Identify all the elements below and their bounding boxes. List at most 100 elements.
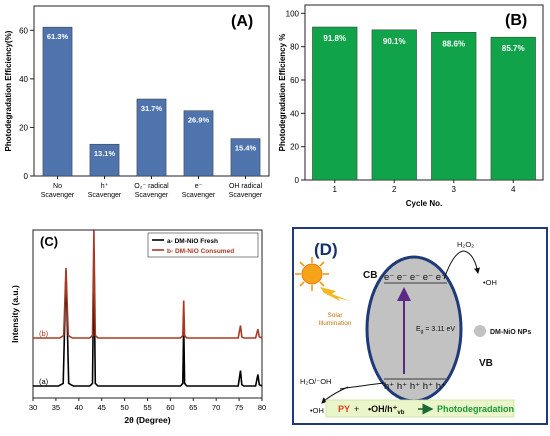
band-gap-label: Eg = 3.11 eV	[416, 326, 455, 335]
data-label: 26.9%	[188, 116, 210, 125]
y-axis-label: Photodegradation Efficiency %	[278, 34, 287, 152]
legend-label: a- DM-NiO Fresh	[167, 238, 218, 245]
y-tick-label: 60	[19, 26, 28, 35]
x-tick-label: 4	[511, 185, 516, 194]
legend-label: b- DM-NiO Consumed	[167, 248, 234, 255]
y-tick-label: 100	[286, 9, 300, 18]
series-line	[33, 257, 263, 387]
x-tick-label: 80	[258, 403, 266, 412]
x-tick-label: 35	[52, 403, 60, 412]
x-tick-label: OH radical	[229, 183, 263, 190]
data-label: 15.4%	[235, 144, 257, 153]
data-label: 31.7%	[141, 104, 163, 113]
legend-box	[147, 232, 259, 258]
panel-b: 0 20 40 60 80 100 91.8% 1 90.1% 2 88.6% 3 85.7% 4 Phot…	[275, 0, 550, 220]
x-tick-label: Scavenger	[229, 192, 263, 199]
series-tag: (b)	[39, 329, 49, 338]
x-tick-label: 60	[166, 403, 174, 412]
y-tick-label: 40	[19, 75, 28, 84]
cb-label: CB	[363, 270, 377, 281]
panel-c: 30 35 40 45 50 55 60 65 70 75 80 2θ (Degree) Intensi…	[0, 224, 275, 431]
oh-right-label: •OH	[483, 278, 497, 287]
eq-radicals: •OH/h⁺vb	[368, 404, 405, 416]
eq-radicals-text: •OH/h⁺	[368, 404, 398, 414]
x-tick-label: h⁺	[101, 183, 109, 190]
solar-label-1: Solar	[327, 312, 343, 319]
water-arrow	[339, 382, 385, 390]
data-label: 61.3%	[47, 32, 69, 41]
x-tick-label: Scavenger	[182, 192, 216, 199]
legend-swatch	[474, 325, 486, 337]
bar	[136, 98, 167, 177]
x-tick-label: Scavenger	[41, 192, 75, 199]
panel-d: (D) Solar Illumination CB VB e⁻ e⁻ e⁻ e⁻…	[292, 227, 548, 425]
x-tick-label: 55	[143, 403, 151, 412]
y-tick-label: 80	[290, 43, 299, 52]
data-label: 85.7%	[502, 44, 525, 53]
sun-icon	[295, 257, 329, 291]
eq-vb: vb	[397, 410, 404, 416]
data-label: 91.8%	[323, 34, 346, 43]
x-axis-label: 2θ (Degree)	[124, 415, 170, 425]
x-tick-label: 45	[98, 403, 106, 412]
bar	[431, 32, 477, 181]
legend-label: DM-NiO NPs	[490, 329, 531, 336]
x-axis-label: Cycle No.	[406, 199, 442, 208]
x-tick-label: 50	[120, 403, 128, 412]
bar	[183, 110, 214, 177]
x-tick-label: No	[53, 183, 62, 190]
panel-label: (A)	[231, 13, 253, 30]
series-tag: (a)	[39, 377, 49, 386]
oh-arrow-left	[321, 386, 349, 404]
panel-label: (B)	[505, 12, 527, 29]
chart-a-svg: 0 20 40 60 61.3% No Scavenger 13.1% h⁺ Scavenger 3…	[4, 5, 270, 199]
bar	[371, 29, 417, 181]
bar	[490, 36, 536, 181]
x-tick-label: 40	[75, 403, 83, 412]
plot-frame	[304, 4, 544, 181]
chart-c-svg: 30 35 40 45 50 55 60 65 70 75 80 2θ (Degree) Intensi…	[10, 229, 266, 425]
y-tick-label: 20	[290, 143, 299, 152]
holes-label: h⁺ h⁺ h⁺ h⁺ h⁺	[384, 381, 446, 392]
y-tick-label: 0	[295, 176, 300, 185]
x-tick-label: e⁻	[195, 183, 203, 190]
y-axis-label: Intensity (a.u.)	[10, 285, 20, 343]
bar	[42, 26, 73, 177]
bar	[89, 143, 120, 177]
panel-a: 0 20 40 60 61.3% No Scavenger 13.1% h⁺ Scavenger 3…	[0, 0, 275, 220]
x-tick-label: 1	[333, 185, 338, 194]
x-tick-label: 75	[235, 403, 243, 412]
data-label: 90.1%	[383, 37, 406, 46]
y-axis-label: Photodegradation Efficiency(%)	[4, 30, 13, 151]
solar-label-2: Illumination	[319, 320, 352, 327]
x-tick-label: O₂⁻ radical	[134, 183, 169, 190]
y-tick-label: 0	[24, 172, 29, 181]
x-tick-label: 65	[189, 403, 197, 412]
y-tick-label: 60	[290, 76, 299, 85]
eq-product: Photodegradation	[437, 404, 514, 414]
h2o2-label: H₂O₂	[457, 240, 474, 249]
panel-label: (C)	[40, 234, 58, 249]
eq-py: PY	[338, 404, 350, 414]
chart-b-svg: 0 20 40 60 80 100 91.8% 1 90.1% 2 88.6% 3 85.7% 4 Phot…	[278, 4, 544, 208]
y-tick-label: 20	[19, 123, 28, 132]
x-tick-label: Scavenger	[135, 192, 169, 199]
x-tick-label: 30	[29, 403, 37, 412]
bar	[312, 26, 358, 181]
bar	[230, 138, 261, 177]
oh-arrow-right	[463, 250, 480, 274]
x-tick-label: Scavenger	[88, 192, 122, 199]
h2o2-arrow	[443, 250, 465, 280]
x-tick-label: 70	[212, 403, 220, 412]
panel-d-label: (D)	[314, 240, 338, 259]
x-tick-label: 3	[452, 185, 457, 194]
oh-left-label: •OH	[310, 406, 324, 415]
x-tick-label: 2	[392, 185, 397, 194]
electrons-label: e⁻ e⁻ e⁻ e⁻ e⁻	[384, 272, 446, 283]
vb-label: VB	[479, 358, 493, 369]
eq-plus: +	[354, 404, 359, 414]
water-label: H₂O/⁻OH	[300, 377, 331, 386]
y-tick-label: 40	[290, 109, 299, 118]
light-bolt-icon	[320, 287, 350, 301]
data-label: 13.1%	[94, 149, 116, 158]
